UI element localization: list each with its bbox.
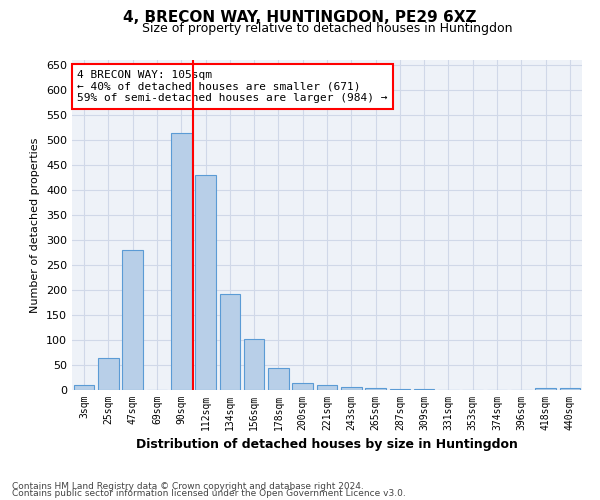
- Bar: [365, 388, 386, 390]
- Bar: [414, 389, 434, 390]
- Y-axis label: Number of detached properties: Number of detached properties: [31, 138, 40, 312]
- Bar: [171, 132, 191, 390]
- Text: Contains HM Land Registry data © Crown copyright and database right 2024.: Contains HM Land Registry data © Crown c…: [12, 482, 364, 491]
- Bar: [220, 294, 240, 390]
- Bar: [195, 175, 216, 390]
- Bar: [341, 386, 362, 390]
- Text: Contains public sector information licensed under the Open Government Licence v3: Contains public sector information licen…: [12, 489, 406, 498]
- Bar: [268, 368, 289, 390]
- Bar: [389, 388, 410, 390]
- X-axis label: Distribution of detached houses by size in Huntingdon: Distribution of detached houses by size …: [136, 438, 518, 452]
- Bar: [560, 388, 580, 390]
- Text: 4 BRECON WAY: 105sqm
← 40% of detached houses are smaller (671)
59% of semi-deta: 4 BRECON WAY: 105sqm ← 40% of detached h…: [77, 70, 388, 103]
- Text: 4, BRECON WAY, HUNTINGDON, PE29 6XZ: 4, BRECON WAY, HUNTINGDON, PE29 6XZ: [123, 10, 477, 25]
- Bar: [98, 358, 119, 390]
- Bar: [535, 388, 556, 390]
- Bar: [244, 338, 265, 390]
- Bar: [74, 385, 94, 390]
- Bar: [317, 384, 337, 390]
- Bar: [122, 250, 143, 390]
- Bar: [292, 382, 313, 390]
- Title: Size of property relative to detached houses in Huntingdon: Size of property relative to detached ho…: [142, 22, 512, 35]
